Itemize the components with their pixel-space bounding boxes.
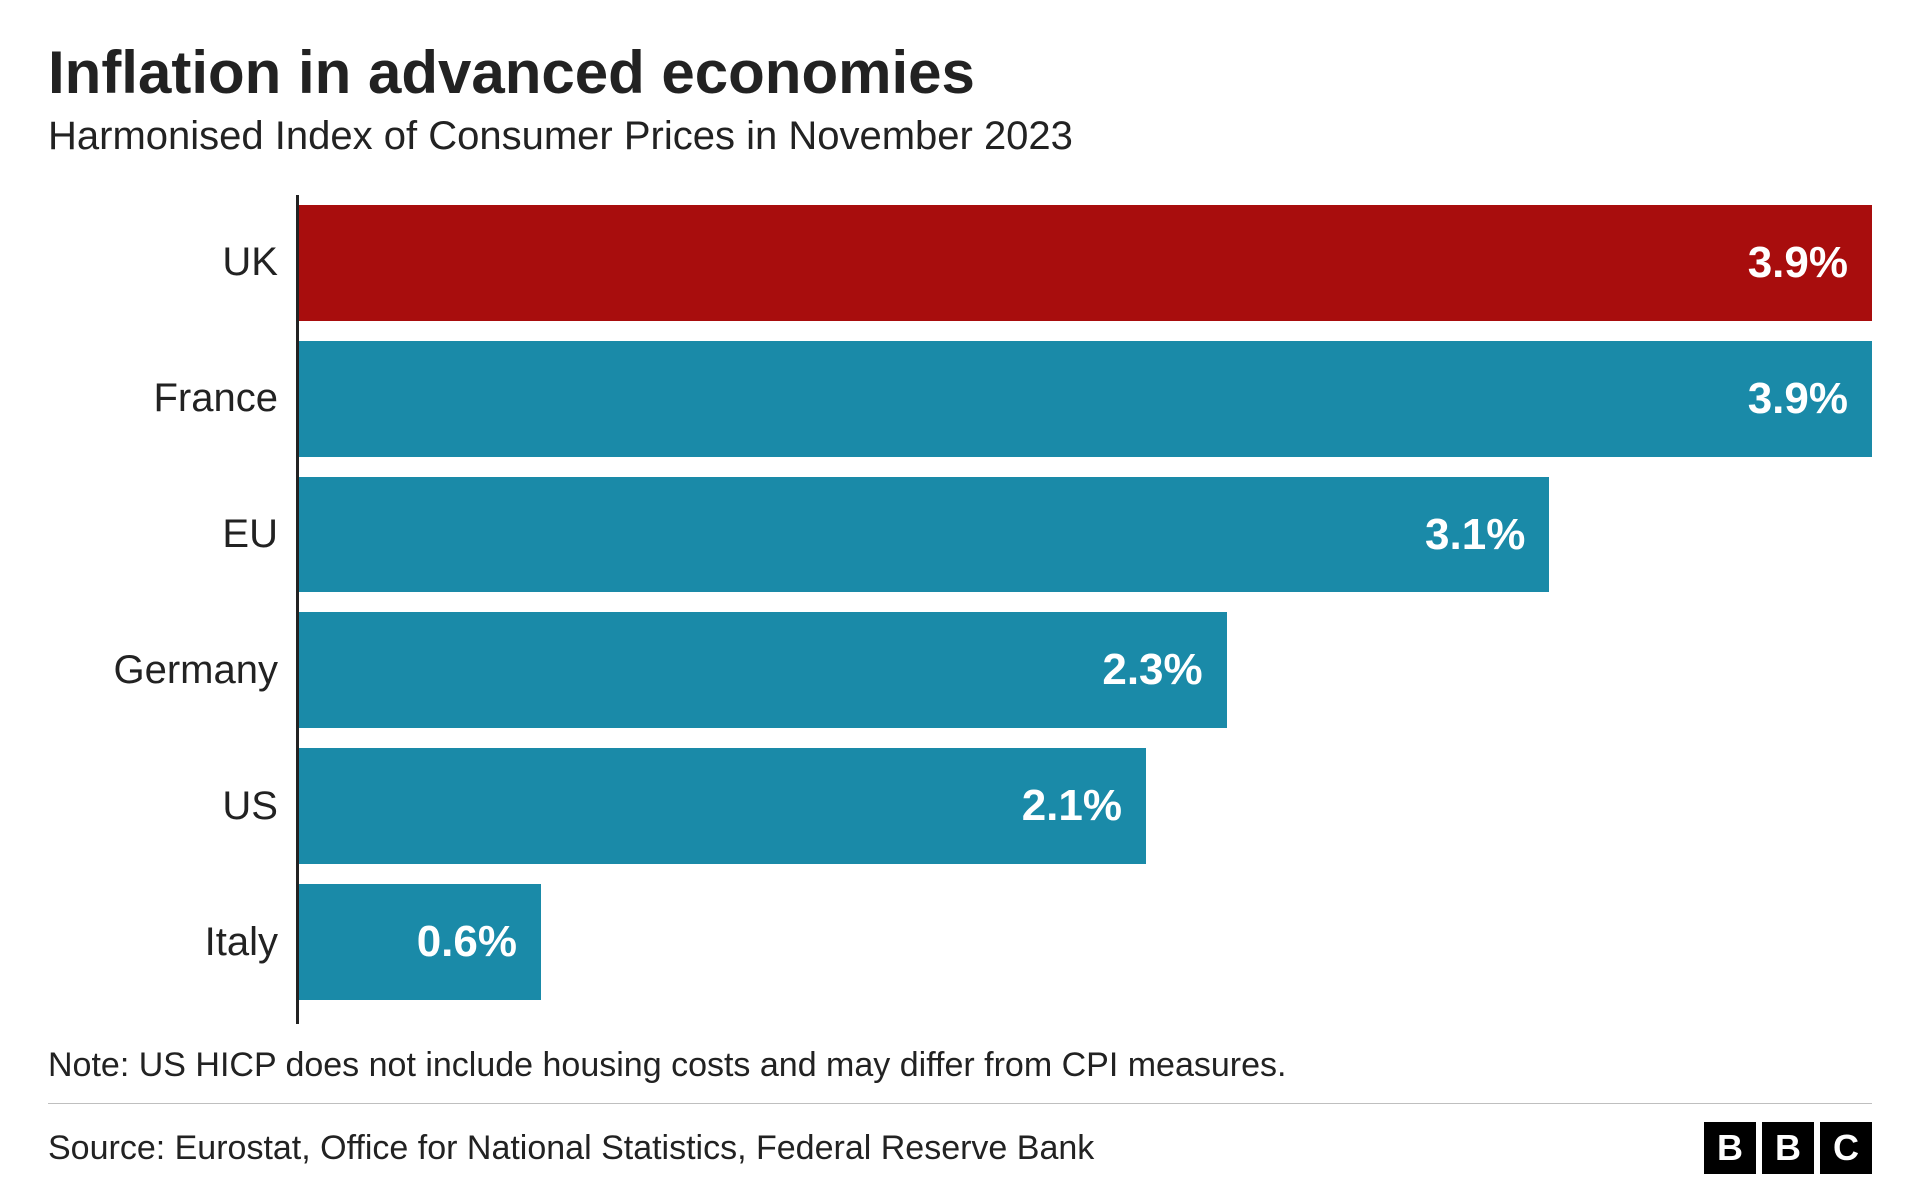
chart-footer: Source: Eurostat, Office for National St… [48, 1103, 1872, 1200]
bar: 2.3% [299, 612, 1227, 728]
value-label: 0.6% [417, 917, 517, 967]
bbc-logo: BBC [1704, 1122, 1872, 1174]
bar: 0.6% [299, 884, 541, 1000]
logo-block: C [1820, 1122, 1872, 1174]
category-label: Italy [48, 884, 296, 1000]
chart-note: Note: US HICP does not include housing c… [48, 1024, 1872, 1103]
bar-row: France 3.9% [48, 341, 1872, 457]
bar: 2.1% [299, 748, 1146, 864]
bar-row: Italy 0.6% [48, 884, 1872, 1000]
y-axis-line [296, 195, 299, 1024]
bar: 3.1% [299, 477, 1549, 593]
value-label: 3.9% [1748, 374, 1848, 424]
category-label: EU [48, 477, 296, 593]
bar-row: Germany 2.3% [48, 612, 1872, 728]
bar-track: 2.1% [296, 748, 1872, 864]
bar-track: 0.6% [296, 884, 1872, 1000]
source-text: Source: Eurostat, Office for National St… [48, 1129, 1094, 1168]
category-label: US [48, 748, 296, 864]
bar: 3.9% [299, 205, 1872, 321]
logo-block: B [1704, 1122, 1756, 1174]
chart-area: UK 3.9% France 3.9% EU 3.1% Germany 2.3% US 2.1% I… [48, 195, 1872, 1024]
bars-container: UK 3.9% France 3.9% EU 3.1% Germany 2.3% US 2.1% I… [48, 195, 1872, 1024]
category-label: Germany [48, 612, 296, 728]
bar-track: 3.9% [296, 341, 1872, 457]
value-label: 2.1% [1022, 781, 1122, 831]
bar-row: US 2.1% [48, 748, 1872, 864]
category-label: UK [48, 205, 296, 321]
chart-title: Inflation in advanced economies [48, 40, 1872, 106]
logo-block: B [1762, 1122, 1814, 1174]
bar-track: 3.9% [296, 205, 1872, 321]
bar-track: 3.1% [296, 477, 1872, 593]
bar: 3.9% [299, 341, 1872, 457]
bar-row: EU 3.1% [48, 477, 1872, 593]
category-label: France [48, 341, 296, 457]
value-label: 3.9% [1748, 238, 1848, 288]
chart-subtitle: Harmonised Index of Consumer Prices in N… [48, 114, 1872, 159]
bar-row: UK 3.9% [48, 205, 1872, 321]
value-label: 2.3% [1102, 645, 1202, 695]
bar-track: 2.3% [296, 612, 1872, 728]
value-label: 3.1% [1425, 510, 1525, 560]
